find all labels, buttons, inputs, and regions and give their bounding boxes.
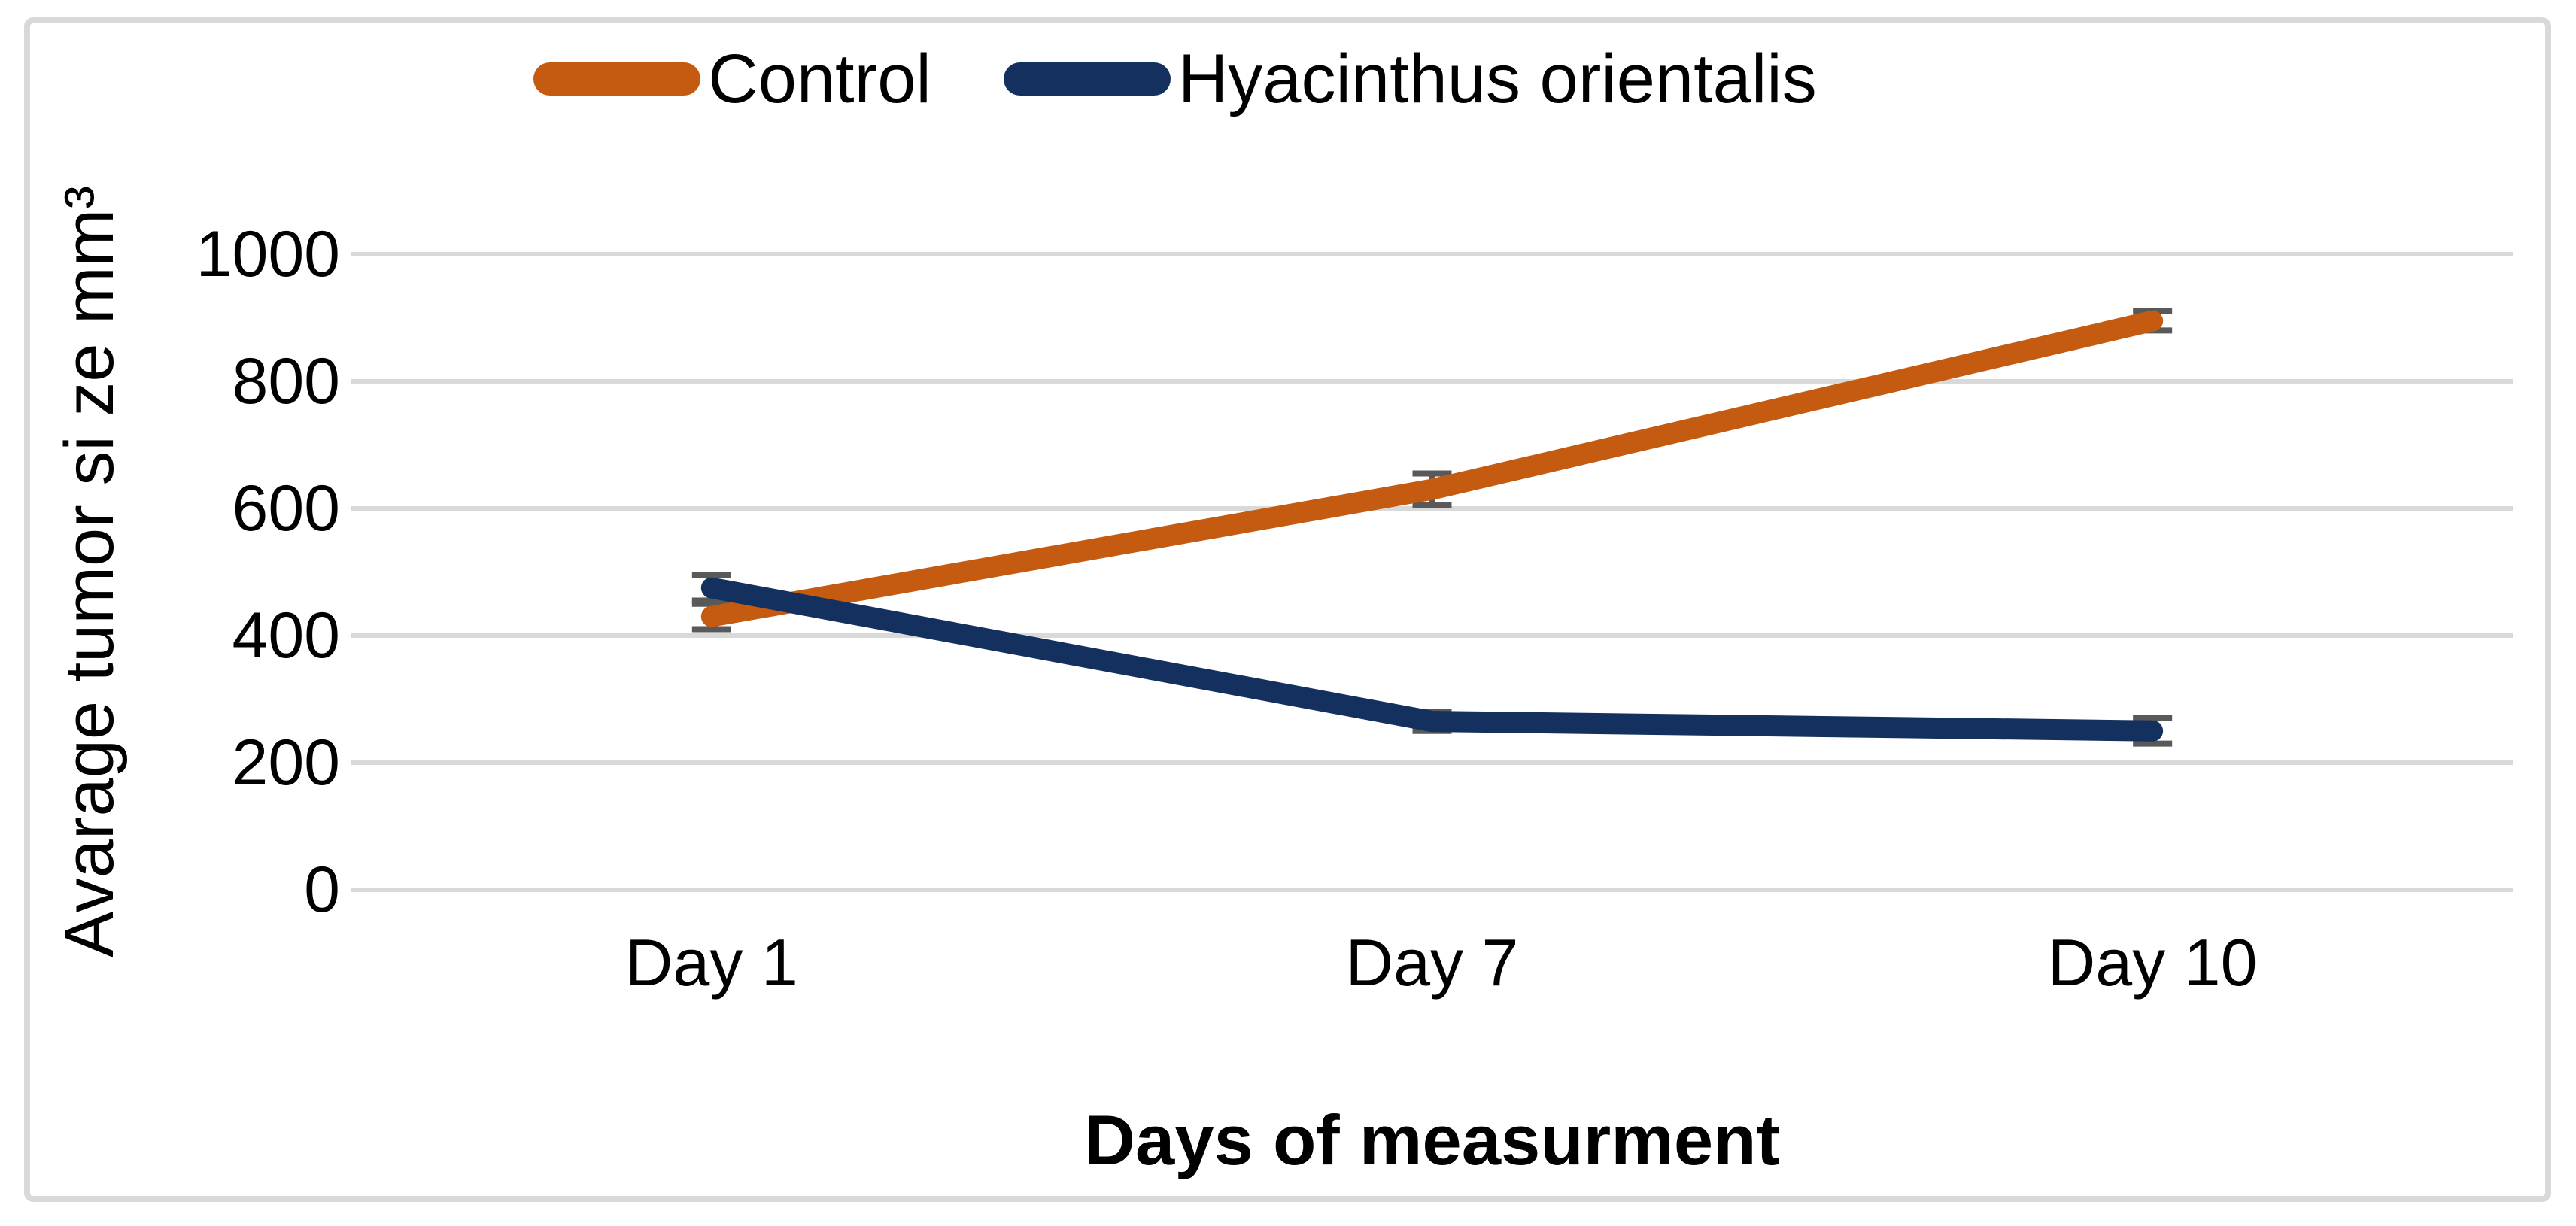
- legend-item-control[interactable]: Control: [533, 43, 931, 115]
- y-tick-label: 600: [232, 472, 341, 545]
- legend: Control Hyacinthus orientalis: [0, 43, 2463, 115]
- series-line-control[interactable]: [700, 310, 2164, 627]
- y-tick-label: 400: [232, 599, 341, 672]
- y-tick-label: 0: [304, 854, 340, 926]
- x-category-label: Day 1: [624, 925, 798, 1000]
- x-axis-title: Days of measurment: [1084, 1100, 1780, 1179]
- y-tick-label: 800: [232, 345, 341, 417]
- series-line-hyacinthus-orientalis[interactable]: [700, 577, 2164, 742]
- x-category-label: Day 10: [2047, 925, 2258, 1000]
- chart-frame: [24, 17, 2551, 1202]
- y-tick-label: 1000: [196, 218, 340, 290]
- legend-swatch-control: [533, 62, 701, 96]
- legend-label-control: Control: [708, 41, 931, 117]
- legend-swatch-hyacinthus-orientalis: [1003, 62, 1171, 96]
- legend-label-hyacinthus-orientalis: Hyacinthus orientalis: [1177, 41, 1817, 117]
- y-tick-label: 200: [232, 727, 341, 799]
- x-category-label: Day 7: [1345, 925, 1519, 1000]
- y-axis-title: Avarage tumor si ze mm³: [51, 186, 128, 957]
- legend-item-hyacinthus-orientalis[interactable]: Hyacinthus orientalis: [1003, 41, 1817, 117]
